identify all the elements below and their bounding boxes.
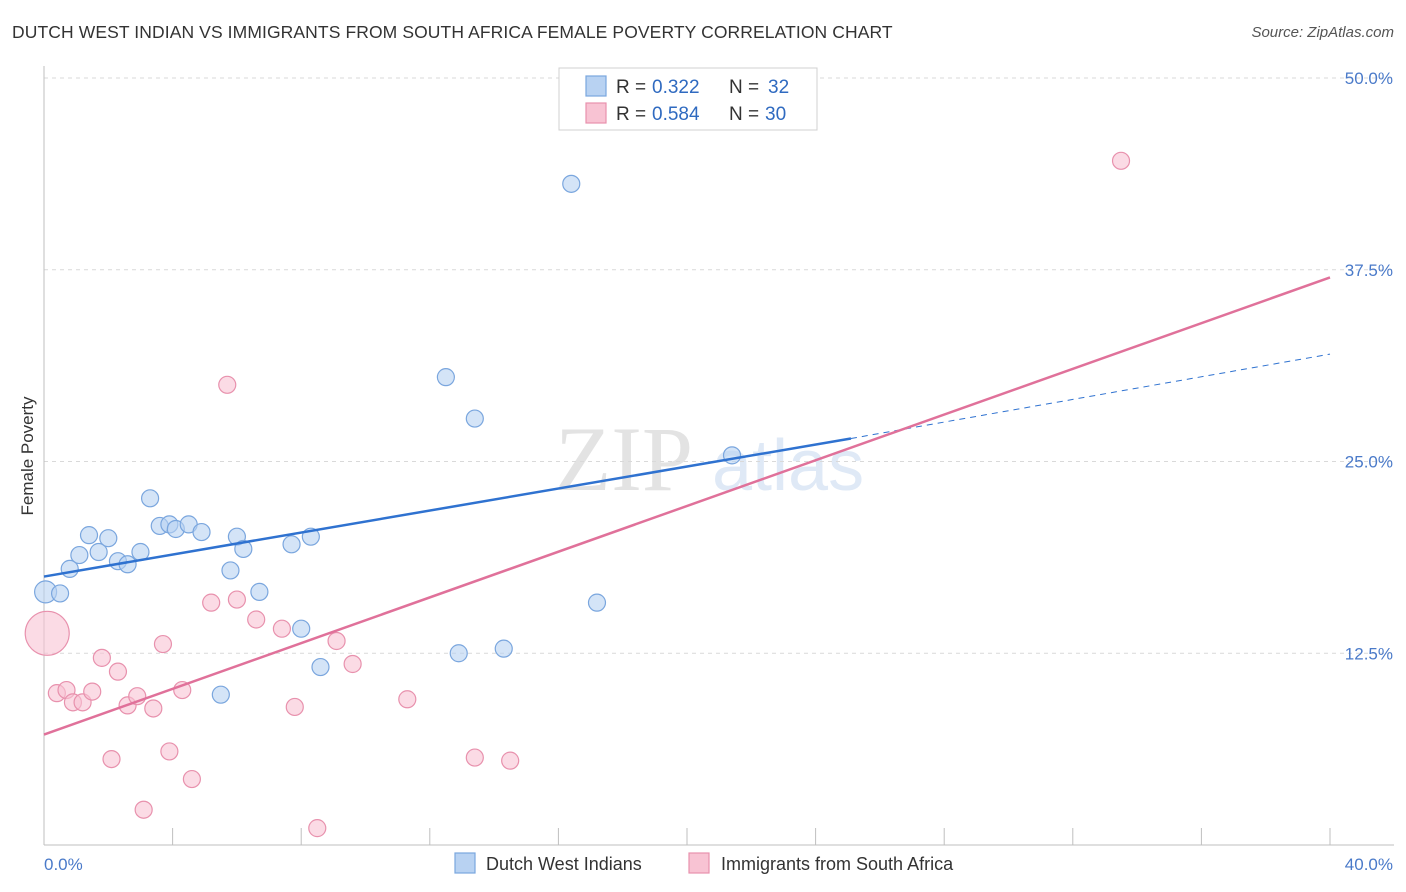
data-point xyxy=(24,610,70,656)
legend-n-label-1: N = xyxy=(729,77,759,98)
y-tick-label: 25.0% xyxy=(1345,453,1393,472)
data-point xyxy=(292,619,311,638)
data-point xyxy=(134,800,153,819)
data-point xyxy=(436,368,455,387)
y-axis-label: Female Poverty xyxy=(18,396,37,516)
y-tick-label: 37.5% xyxy=(1345,261,1393,280)
legend-r-value-1: 0.322 xyxy=(652,77,700,98)
data-point xyxy=(218,375,237,394)
data-point xyxy=(192,522,211,542)
data-point xyxy=(250,582,269,601)
bottom-legend-swatch-blue xyxy=(454,852,476,874)
data-point xyxy=(79,526,99,545)
axes xyxy=(43,66,1394,846)
trend-line-blue xyxy=(43,437,852,578)
y-tick-label: 50.0% xyxy=(1345,69,1393,88)
legend-r-value-2: 0.584 xyxy=(652,104,700,125)
data-point xyxy=(272,619,292,638)
legend-n-value-1: 32 xyxy=(768,77,789,98)
data-point xyxy=(202,593,221,612)
trend-lines xyxy=(43,276,1331,736)
y-tick-label: 12.5% xyxy=(1345,644,1393,663)
data-point xyxy=(102,749,121,769)
x-tick-label: 0.0% xyxy=(44,855,83,874)
data-point xyxy=(234,539,253,559)
bottom-legend-swatch-pink xyxy=(688,852,710,874)
series-legend: Dutch West Indians Immigrants from South… xyxy=(454,852,954,874)
source-label: Source: ZipAtlas.com xyxy=(1251,24,1394,41)
legend-n-value-2: 30 xyxy=(765,104,786,125)
data-point xyxy=(494,639,513,658)
data-point xyxy=(311,657,330,677)
data-point xyxy=(144,699,163,718)
bottom-legend-label-pink: Immigrants from South Africa xyxy=(721,854,954,874)
data-point xyxy=(83,682,102,701)
data-point xyxy=(587,593,607,612)
data-point xyxy=(465,748,484,767)
data-point xyxy=(50,584,70,603)
legend-swatch-pink xyxy=(585,102,607,124)
data-point xyxy=(92,648,111,667)
data-point xyxy=(140,489,160,508)
data-point xyxy=(449,644,468,663)
legend-r-label-2: R = xyxy=(616,104,646,125)
data-point xyxy=(182,769,201,789)
x-tick-label: 40.0% xyxy=(1345,855,1393,874)
trend-line-pink xyxy=(43,276,1331,736)
data-point xyxy=(562,174,581,193)
data-point xyxy=(722,446,742,465)
legend-n-label-2: N = xyxy=(729,104,759,125)
data-point xyxy=(160,742,179,761)
grid-lines xyxy=(44,77,1394,654)
series-dutch-west-indians xyxy=(34,174,742,704)
correlation-legend: R = 0.322 N = 32 R = 0.584 N = 30 xyxy=(558,67,818,131)
data-point xyxy=(99,529,118,548)
data-point xyxy=(221,561,240,580)
data-point xyxy=(327,631,346,651)
data-point xyxy=(285,697,304,717)
data-point xyxy=(343,654,362,674)
bottom-legend-label-blue: Dutch West Indians xyxy=(486,854,642,874)
data-point xyxy=(1111,151,1131,170)
data-point xyxy=(108,662,128,681)
data-point xyxy=(70,545,89,565)
data-point xyxy=(211,685,230,704)
data-point xyxy=(153,634,173,654)
data-point xyxy=(282,535,301,554)
watermark-zip: ZIP xyxy=(555,408,693,510)
data-point xyxy=(501,751,520,770)
data-point xyxy=(227,590,246,609)
legend-swatch-blue xyxy=(585,75,607,97)
data-point xyxy=(465,409,484,428)
data-point xyxy=(89,542,108,562)
trend-line-blue-extension xyxy=(850,353,1331,439)
chart-title: DUTCH WEST INDIAN VS IMMIGRANTS FROM SOU… xyxy=(12,22,893,42)
x-tick-labels: 0.0% 40.0% xyxy=(44,855,1393,874)
watermark-atlas: atlas xyxy=(712,426,864,506)
data-point xyxy=(247,610,266,629)
data-point xyxy=(308,819,327,838)
legend-r-label-1: R = xyxy=(616,77,646,98)
data-point xyxy=(398,690,417,709)
y-tick-labels: 12.5% 25.0% 37.5% 50.0% xyxy=(1345,69,1393,663)
